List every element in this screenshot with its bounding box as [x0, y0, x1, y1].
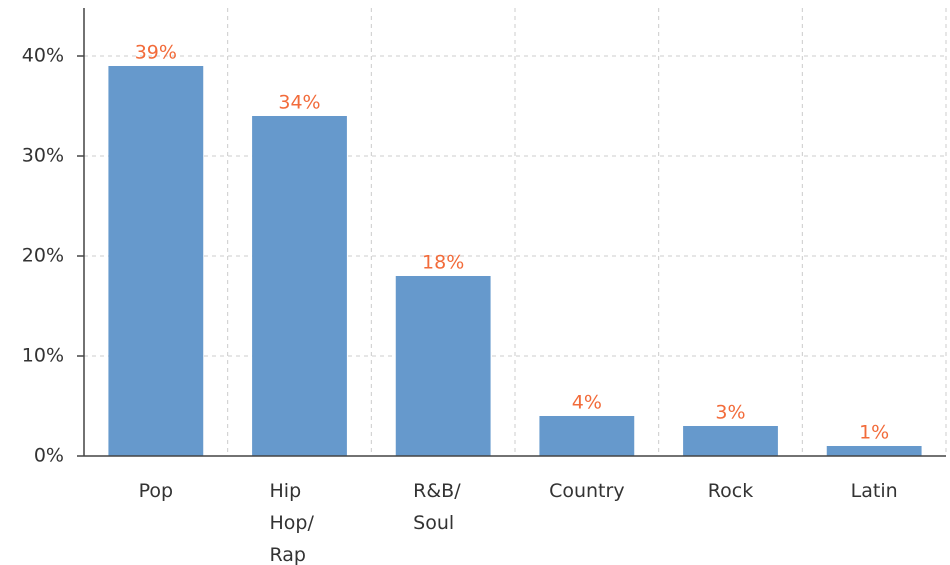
data-label: 18% [422, 252, 464, 274]
data-label: 3% [715, 402, 745, 424]
x-tick-label: R&B/Soul [413, 480, 461, 534]
y-tick-label: 40% [22, 45, 64, 67]
x-tick-label: Pop [139, 480, 173, 502]
bar [395, 276, 491, 456]
x-tick-label: Country [549, 480, 624, 502]
bar [252, 116, 347, 456]
bar [826, 446, 922, 456]
y-tick-label: 0% [34, 445, 64, 467]
data-label: 4% [572, 392, 602, 414]
x-tick-label: Latin [851, 480, 898, 502]
x-tick-label: Rock [708, 480, 753, 502]
data-label: 34% [278, 92, 320, 114]
y-tick-label: 20% [22, 245, 64, 267]
y-tick-label: 30% [22, 145, 64, 167]
bar [539, 416, 635, 456]
data-label: 1% [859, 422, 889, 444]
data-label: 39% [135, 42, 177, 64]
bar [683, 426, 778, 456]
y-tick-label: 10% [22, 345, 64, 367]
bar [108, 66, 204, 456]
x-tick-label: Hip Hop/Rap [270, 480, 315, 565]
